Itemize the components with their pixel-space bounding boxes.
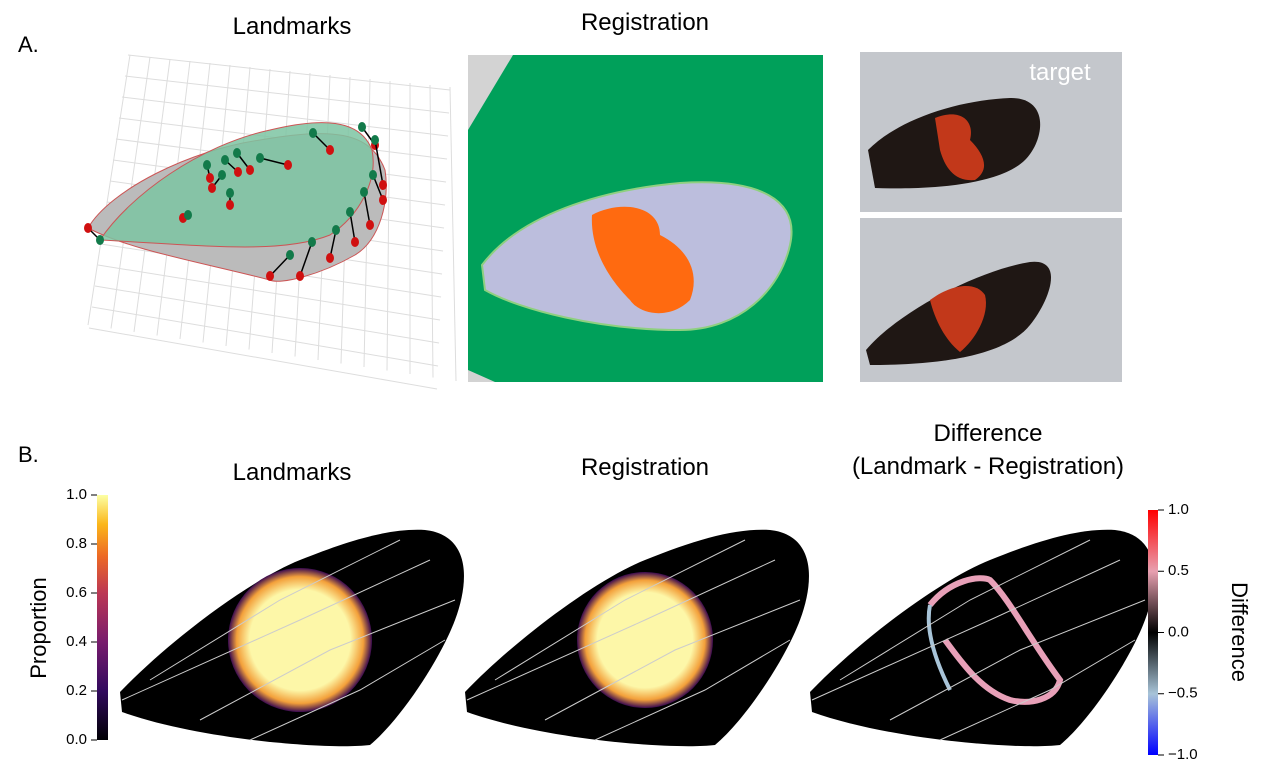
target-images: target xyxy=(860,52,1122,382)
landmark-source xyxy=(226,188,234,198)
grid-line xyxy=(88,327,438,390)
landmark-target xyxy=(234,167,242,177)
tick-label: −0.5 xyxy=(1168,685,1198,702)
landmark-target xyxy=(326,145,334,155)
landmark-target xyxy=(266,271,274,281)
colorbar-label: Proportion xyxy=(26,577,51,679)
heatmap-registration xyxy=(465,529,809,747)
heatmap-landmarks xyxy=(120,529,464,747)
landmark-source xyxy=(96,235,104,245)
panel-title: (Landmark - Registration) xyxy=(852,453,1124,480)
landmark-target xyxy=(226,200,234,210)
landmark-source xyxy=(358,122,366,132)
image-label: target xyxy=(1029,59,1091,86)
landmark-source xyxy=(218,170,226,180)
panel-title: Landmarks xyxy=(233,13,352,40)
tick-label: −1.0 xyxy=(1168,746,1198,763)
tick-label: 0.2 xyxy=(66,682,87,699)
wing-source xyxy=(99,122,374,248)
landmark-target xyxy=(366,220,374,230)
landmark-source xyxy=(286,250,294,260)
landmark-source xyxy=(360,187,368,197)
tick-label: 1.0 xyxy=(1168,501,1189,518)
grid-line xyxy=(91,306,439,367)
landmark-link xyxy=(259,157,289,166)
panel-title: Registration xyxy=(581,9,709,36)
grid-line xyxy=(124,75,450,114)
tick-label: 0.8 xyxy=(66,535,87,552)
panel-title: Registration xyxy=(581,454,709,481)
grid-line xyxy=(87,54,131,326)
heatmap-difference xyxy=(810,529,1154,747)
tick-label: 0.6 xyxy=(66,584,87,601)
landmark-link xyxy=(299,241,313,277)
landmark-source xyxy=(332,225,340,235)
grid-line xyxy=(121,96,449,137)
colorbar xyxy=(97,495,108,740)
landmark-source xyxy=(308,237,316,247)
landmark-plot xyxy=(84,54,457,390)
landmark-link xyxy=(374,139,384,186)
colorbar-label: Difference xyxy=(1227,582,1252,682)
grid-line xyxy=(386,80,391,371)
landmark-link xyxy=(363,191,371,226)
landmark-source xyxy=(346,207,354,217)
landmark-link xyxy=(349,211,356,243)
colorbar xyxy=(1148,510,1158,755)
grid-line xyxy=(429,84,434,378)
landmark-target xyxy=(208,183,216,193)
landmark-target xyxy=(379,180,387,190)
landmark-source xyxy=(221,155,229,165)
landmark-target xyxy=(296,271,304,281)
landmark-target xyxy=(326,253,334,263)
landmark-link xyxy=(269,254,291,277)
landmark-source xyxy=(203,160,211,170)
grid-line xyxy=(127,54,451,91)
landmark-source xyxy=(184,210,192,220)
landmark-target xyxy=(84,223,92,233)
panel-label: A. xyxy=(18,32,39,57)
grid-line xyxy=(97,264,441,321)
landmark-target xyxy=(246,165,254,175)
tick-label: 0.5 xyxy=(1168,562,1189,579)
panel-label: B. xyxy=(18,442,39,467)
tick-label: 1.0 xyxy=(66,486,87,503)
tick-label: 0.0 xyxy=(1168,623,1189,640)
tick-label: 0.4 xyxy=(66,633,87,650)
landmark-source xyxy=(233,148,241,158)
panel-title: Landmarks xyxy=(233,459,352,486)
landmark-source xyxy=(309,128,317,138)
panel-title: Difference xyxy=(934,420,1043,447)
landmark-target xyxy=(284,160,292,170)
landmark-target xyxy=(206,173,214,183)
landmark-source xyxy=(371,135,379,145)
landmark-source xyxy=(256,153,264,163)
grid-line xyxy=(94,285,440,344)
tick-label: 0.0 xyxy=(66,731,87,748)
grid-line xyxy=(449,86,457,382)
landmark-target xyxy=(379,195,387,205)
registration-image xyxy=(468,55,823,382)
landmark-target xyxy=(351,237,359,247)
landmarks xyxy=(84,122,387,281)
landmark-source xyxy=(369,170,377,180)
